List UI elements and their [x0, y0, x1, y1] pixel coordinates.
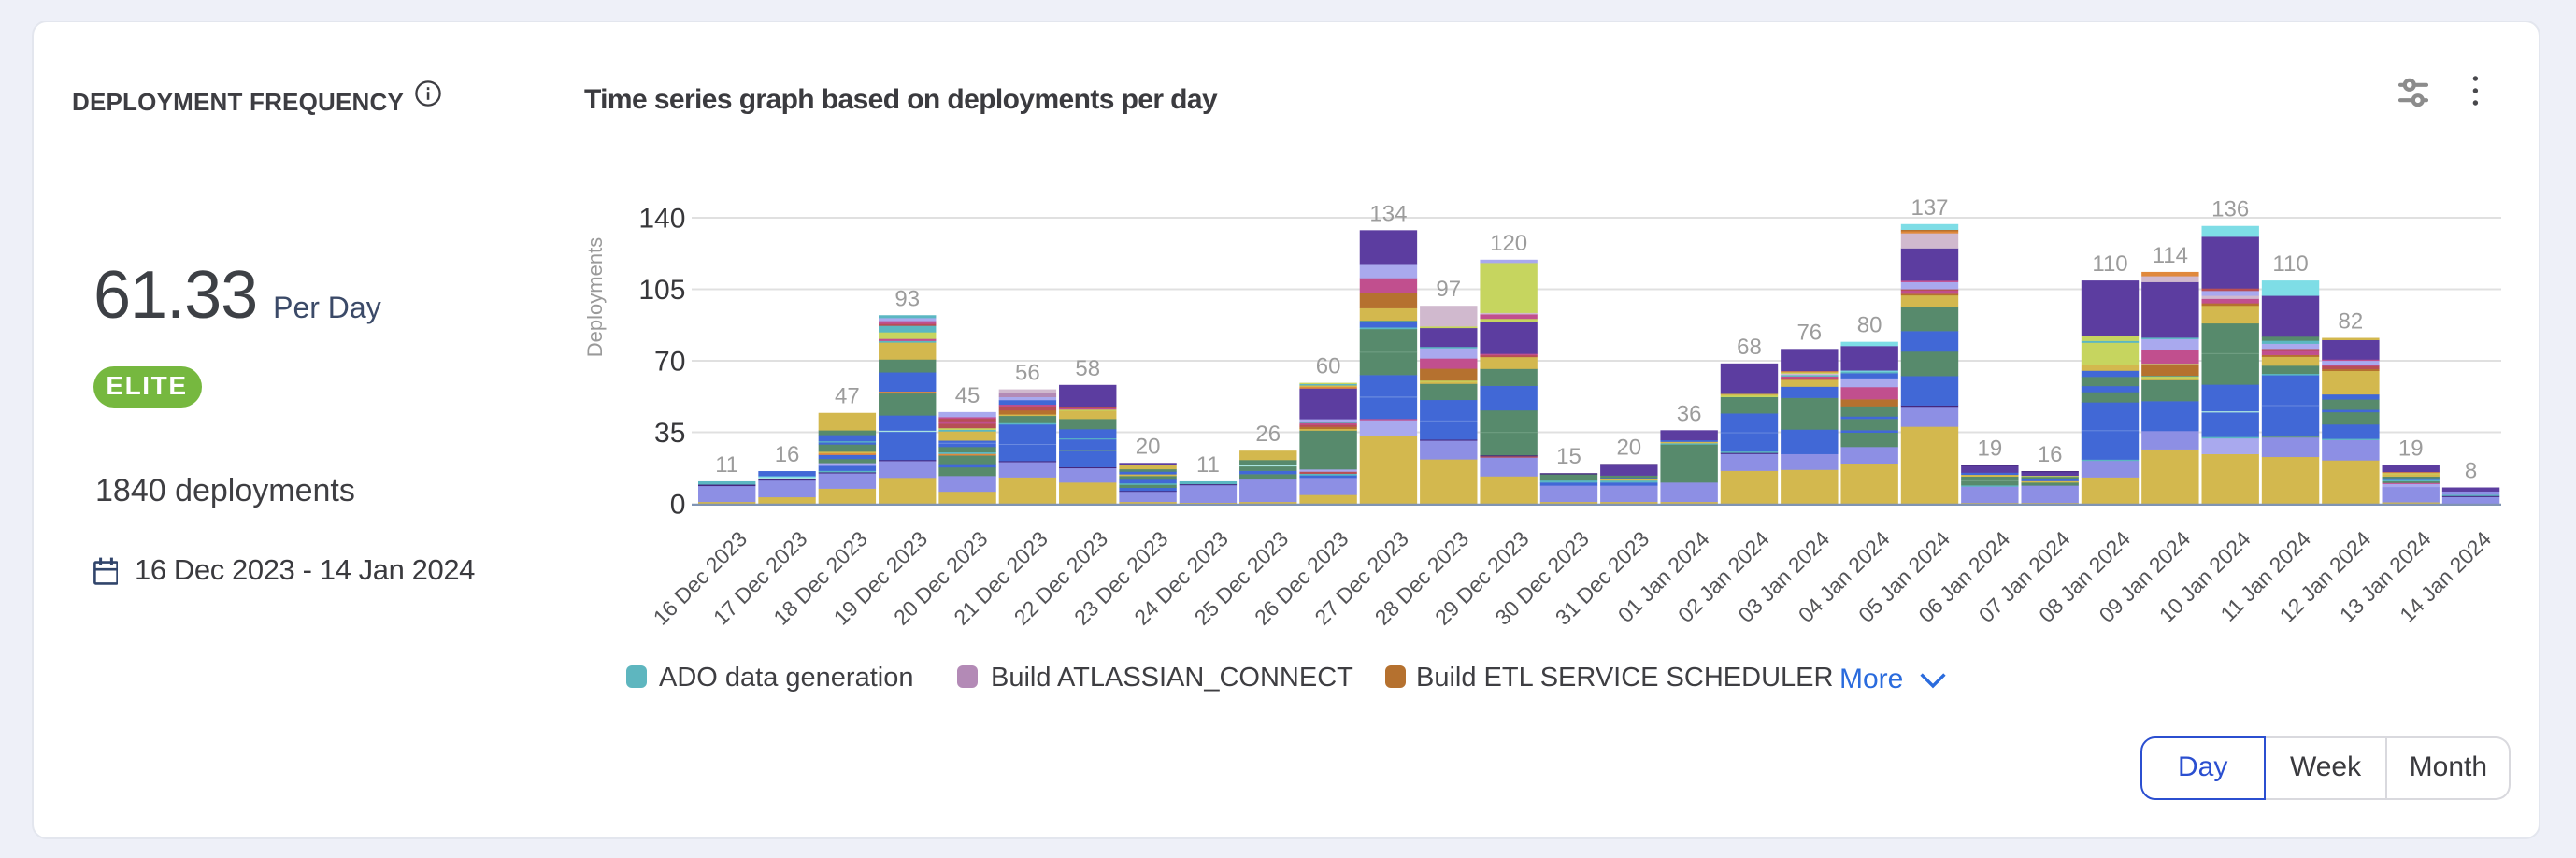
svg-text:35: 35 [654, 418, 685, 449]
svg-text:11: 11 [715, 452, 738, 478]
svg-text:47: 47 [835, 384, 860, 409]
svg-text:82: 82 [2339, 309, 2364, 335]
svg-text:0: 0 [670, 489, 686, 520]
svg-text:110: 110 [2092, 251, 2127, 277]
svg-text:56: 56 [1015, 361, 1040, 386]
svg-text:36: 36 [1677, 401, 1702, 426]
svg-text:45: 45 [955, 383, 980, 408]
svg-text:26: 26 [1255, 422, 1281, 447]
svg-text:58: 58 [1075, 356, 1100, 381]
svg-text:137: 137 [1911, 195, 1948, 221]
svg-text:19: 19 [2398, 436, 2424, 461]
svg-text:20: 20 [1136, 434, 1161, 459]
svg-text:120: 120 [1490, 231, 1527, 256]
svg-text:140: 140 [638, 203, 685, 234]
svg-text:110: 110 [2272, 251, 2308, 277]
svg-text:93: 93 [894, 286, 920, 311]
svg-text:15: 15 [1556, 444, 1581, 469]
svg-text:20: 20 [1616, 435, 1641, 460]
svg-text:136: 136 [2211, 197, 2249, 222]
svg-text:60: 60 [1316, 354, 1341, 379]
svg-text:8: 8 [2465, 459, 2477, 484]
svg-text:19: 19 [1977, 436, 2002, 461]
svg-text:80: 80 [1857, 313, 1882, 338]
svg-text:134: 134 [1369, 201, 1407, 226]
svg-text:Deployments: Deployments [583, 237, 607, 357]
svg-text:16: 16 [775, 442, 800, 467]
svg-text:11: 11 [1196, 452, 1220, 478]
svg-text:16: 16 [2038, 442, 2063, 467]
svg-text:68: 68 [1737, 335, 1762, 360]
svg-text:97: 97 [1436, 277, 1461, 302]
svg-text:70: 70 [654, 346, 685, 377]
svg-text:76: 76 [1796, 320, 1822, 345]
svg-text:105: 105 [638, 275, 685, 306]
svg-text:114: 114 [2153, 243, 2188, 268]
